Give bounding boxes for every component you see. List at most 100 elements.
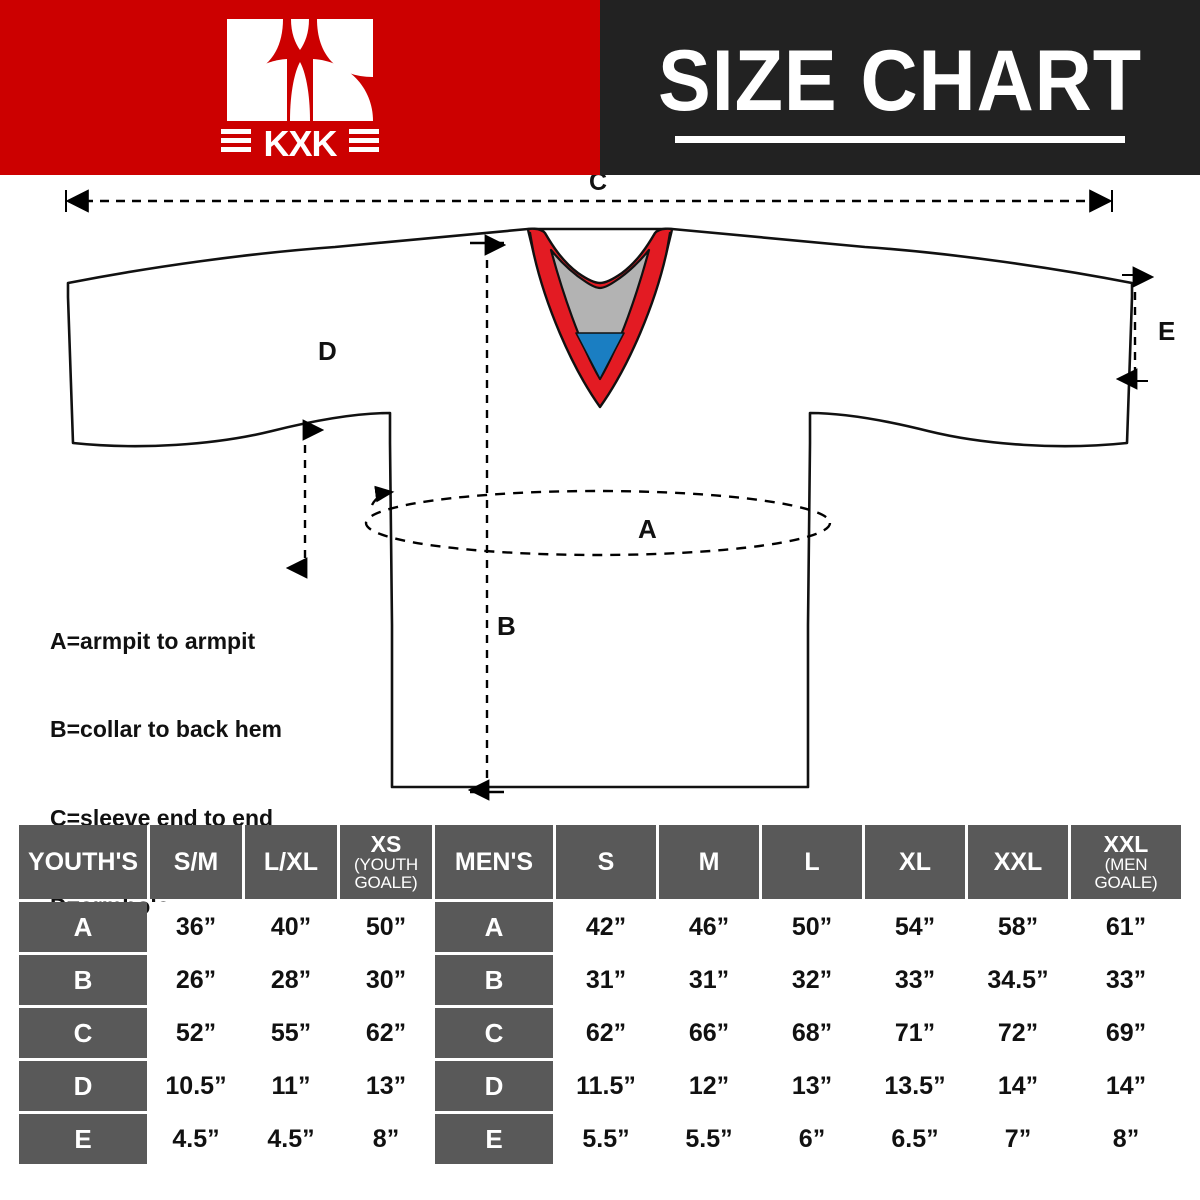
- dimension-ellipse-a: [364, 485, 832, 557]
- cell-men-value: 5.5”: [556, 1114, 656, 1164]
- table-row: D 10.5” 11” 13” D 11.5” 12” 13” 13.5” 14” 14”: [19, 1061, 1181, 1111]
- column-header-label: M: [698, 847, 720, 876]
- row-label-youth-e: E: [19, 1114, 147, 1164]
- cell-men-value: 12”: [659, 1061, 759, 1111]
- cell-men-value: 42”: [556, 902, 656, 952]
- cell-men-value: 71”: [865, 1008, 965, 1058]
- jersey-diagram: C D E: [0, 175, 1200, 1007]
- cell-youth-value: 28”: [245, 955, 337, 1005]
- column-header-label: S: [597, 847, 615, 876]
- column-header-l: L: [762, 825, 862, 899]
- column-header-l-xl: L/XL: [245, 825, 337, 899]
- cell-youth-value: 40”: [245, 902, 337, 952]
- jersey-outline: [66, 227, 1134, 789]
- cell-men-value: 61”: [1071, 902, 1181, 952]
- row-label-men-b: B: [435, 955, 553, 1005]
- column-header-label: L: [804, 847, 820, 876]
- cell-men-value: 31”: [556, 955, 656, 1005]
- cell-youth-value: 36”: [150, 902, 242, 952]
- jersey-illustration: C D E: [65, 175, 1175, 801]
- measurement-legend: A=armpit to armpit B=collar to back hem …: [50, 568, 282, 1068]
- row-label-youth-d: D: [19, 1061, 147, 1111]
- dimension-label-e: E: [1158, 316, 1175, 346]
- cell-youth-value: 52”: [150, 1008, 242, 1058]
- cell-youth-value: 50”: [340, 902, 432, 952]
- dimension-label-b: B: [497, 611, 516, 641]
- column-header-men-s: MEN'S: [435, 825, 553, 899]
- row-label-men-a: A: [435, 902, 553, 952]
- cell-men-value: 58”: [968, 902, 1068, 952]
- column-header-sublabel: (MEN GOALE): [1094, 855, 1158, 893]
- legend-line-b: B=collar to back hem: [50, 716, 282, 743]
- cell-youth-value: 8”: [340, 1114, 432, 1164]
- brand-banner: KXK: [0, 0, 600, 175]
- row-label-men-d: D: [435, 1061, 553, 1111]
- cell-men-value: 69”: [1071, 1008, 1181, 1058]
- cell-men-value: 7”: [968, 1114, 1068, 1164]
- column-header-xs: XS (YOUTH GOALE): [340, 825, 432, 899]
- cell-men-value: 14”: [968, 1061, 1068, 1111]
- cell-men-value: 72”: [968, 1008, 1068, 1058]
- cell-men-value: 6”: [762, 1114, 862, 1164]
- cell-men-value: 33”: [1071, 955, 1181, 1005]
- cell-men-value: 32”: [762, 955, 862, 1005]
- svg-text:KXK: KXK: [263, 123, 337, 160]
- cell-men-value: 14”: [1071, 1061, 1181, 1111]
- page-title: SIZE CHART: [658, 33, 1142, 129]
- column-header-s: S: [556, 825, 656, 899]
- table-row: A 36” 40” 50” A 42” 46” 50” 54” 58” 61”: [19, 902, 1181, 952]
- cell-youth-value: 26”: [150, 955, 242, 1005]
- row-label-youth-c: C: [19, 1008, 147, 1058]
- column-header-xxl: XXL: [968, 825, 1068, 899]
- cell-men-value: 33”: [865, 955, 965, 1005]
- cell-men-value: 46”: [659, 902, 759, 952]
- row-label-youth-b: B: [19, 955, 147, 1005]
- table-row: B 26” 28” 30” B 31” 31” 32” 33” 34.5” 33”: [19, 955, 1181, 1005]
- column-header-label: XL: [899, 847, 931, 876]
- row-label-youth-a: A: [19, 902, 147, 952]
- cell-youth-value: 10.5”: [150, 1061, 242, 1111]
- cell-youth-value: 13”: [340, 1061, 432, 1111]
- row-label-men-c: C: [435, 1008, 553, 1058]
- column-header-youth-s: YOUTH'S: [19, 825, 147, 899]
- cell-youth-value: 4.5”: [150, 1114, 242, 1164]
- cell-men-value: 68”: [762, 1008, 862, 1058]
- table-row: E 4.5” 4.5” 8” E 5.5” 5.5” 6” 6.5” 7” 8”: [19, 1114, 1181, 1164]
- legend-line-a: A=armpit to armpit: [50, 627, 256, 654]
- column-header-xl: XL: [865, 825, 965, 899]
- cell-youth-value: 11”: [245, 1061, 337, 1111]
- cell-youth-value: 62”: [340, 1008, 432, 1058]
- cell-men-value: 66”: [659, 1008, 759, 1058]
- size-chart-table: YOUTH'S S/M L/XL XS (YOUTH GOALE) MEN'S S M L XL X…: [16, 822, 1184, 1167]
- title-banner: SIZE CHART: [600, 0, 1200, 175]
- jersey-collar: [526, 227, 674, 409]
- column-header-label: XS: [370, 831, 402, 858]
- dimension-line-e: [1115, 266, 1155, 390]
- cell-men-value: 6.5”: [865, 1114, 965, 1164]
- page-header: KXK SIZE CHART: [0, 0, 1200, 175]
- dimension-label-a: A: [638, 514, 657, 544]
- title-underline-rule: [675, 136, 1125, 143]
- column-header-label: MEN'S: [454, 847, 534, 876]
- dimension-label-c: C: [589, 175, 607, 196]
- cell-men-value: 54”: [865, 902, 965, 952]
- cell-men-value: 13”: [762, 1061, 862, 1111]
- column-header-label: XXL: [993, 847, 1043, 876]
- dimension-label-d: D: [318, 336, 337, 366]
- cell-men-value: 8”: [1071, 1114, 1181, 1164]
- column-header-m: M: [659, 825, 759, 899]
- cell-men-value: 62”: [556, 1008, 656, 1058]
- column-header-label: S/M: [173, 847, 219, 876]
- cell-men-value: 5.5”: [659, 1114, 759, 1164]
- cell-men-value: 31”: [659, 955, 759, 1005]
- column-header-xxl: XXL (MEN GOALE): [1071, 825, 1181, 899]
- kxk-logo-icon: KXK: [221, 19, 379, 160]
- cell-youth-value: 4.5”: [245, 1114, 337, 1164]
- column-header-s-m: S/M: [150, 825, 242, 899]
- table-header-row: YOUTH'S S/M L/XL XS (YOUTH GOALE) MEN'S S M L XL X…: [19, 825, 1181, 899]
- dimension-line-c: [65, 189, 1113, 213]
- column-header-label: XXL: [1103, 831, 1149, 858]
- dimension-line-b: [467, 234, 507, 801]
- cell-men-value: 34.5”: [968, 955, 1068, 1005]
- cell-men-value: 13.5”: [865, 1061, 965, 1111]
